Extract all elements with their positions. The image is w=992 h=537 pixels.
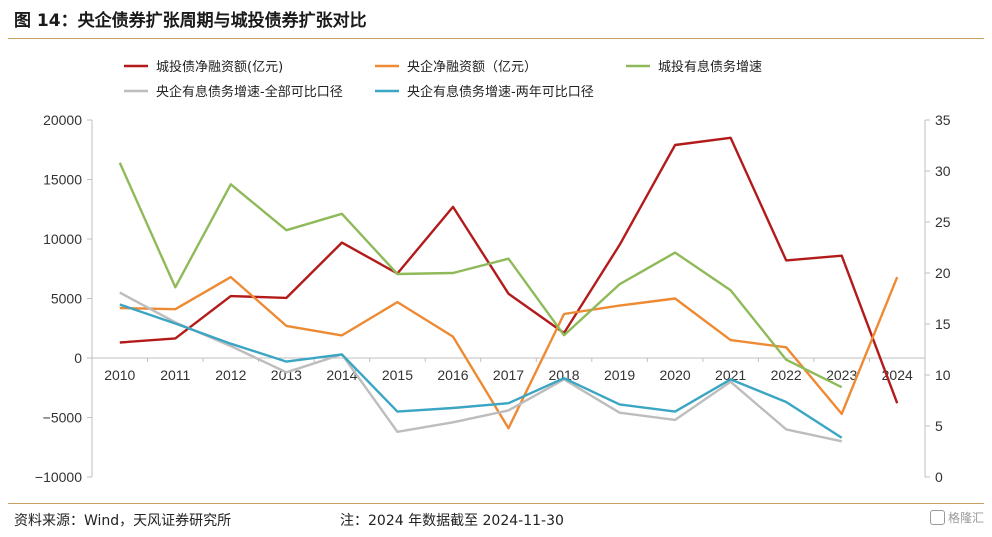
right-tick-label: 30: [935, 163, 951, 179]
title-divider: [8, 38, 984, 39]
series-line-2: [119, 275, 899, 430]
x-tick-label: 2012: [215, 367, 246, 383]
x-tick-label: 2010: [104, 367, 135, 383]
legend-label-2: 央企净融资额（亿元）: [407, 59, 537, 75]
watermark-logo-icon: [929, 510, 945, 525]
chart-area: 城投债净融资额(亿元) 央企净融资额（亿元） 城投有息债务增速央企有息债务增速-全部…: [35, 59, 951, 485]
left-tick-label: 15000: [43, 172, 82, 188]
series-line-5: [119, 303, 843, 439]
x-tick-label: 2011: [160, 367, 190, 383]
legend-label-4: 央企有息债务增速-全部可比口径: [156, 84, 343, 100]
series-line-1: [119, 136, 899, 404]
x-tick-label: 2023: [826, 367, 857, 383]
right-tick-label: 0: [935, 469, 943, 485]
left-tick-label: 5000: [51, 291, 82, 307]
right-tick-label: 25: [935, 214, 951, 230]
source-note: 资料来源：Wind，天风证券研究所: [14, 513, 232, 529]
legend-label-3: 城投有息债务增速: [658, 59, 762, 75]
left-tick-label: −10000: [35, 469, 82, 485]
right-tick-label: 15: [935, 316, 951, 332]
x-tick-label: 2014: [326, 367, 357, 383]
x-tick-label: 2015: [382, 367, 413, 383]
x-tick-label: 2020: [660, 367, 691, 383]
data-cutoff-note: 注：2024 年数据截至 2024-11-30: [340, 513, 564, 529]
x-tick-label: 2024: [882, 367, 913, 383]
right-tick-label: 20: [935, 265, 951, 281]
series-line-3: [118, 162, 843, 389]
x-tick-label: 2016: [437, 367, 468, 383]
x-tick-label: 2021: [715, 367, 746, 383]
left-tick-label: 0: [74, 350, 82, 366]
x-tick-label: 2019: [604, 367, 635, 383]
left-tick-label: 10000: [43, 231, 82, 247]
watermark: 格隆汇: [929, 509, 984, 526]
x-tick-label: 2017: [493, 367, 524, 383]
x-tick-label: 2018: [548, 367, 579, 383]
right-tick-label: 10: [935, 367, 951, 383]
chart-title: 图 14：央企债券扩张周期与城投债券扩张对比: [14, 11, 367, 31]
right-tick-label: 35: [935, 112, 951, 128]
footer-divider: [8, 503, 984, 504]
right-tick-label: 5: [935, 418, 943, 434]
series-line-4: [119, 291, 842, 443]
legend-label-1: 城投债净融资额(亿元): [156, 59, 283, 75]
watermark-text: 格隆汇: [947, 511, 984, 525]
plot-area: 20000150001000050000−5000−10000353025201…: [35, 112, 951, 485]
x-tick-label: 2022: [771, 367, 802, 383]
legend-label-5: 央企有息债务增速-两年可比口径: [407, 84, 594, 100]
left-tick-label: −5000: [43, 410, 83, 426]
legend: 城投债净融资额(亿元) 央企净融资额（亿元） 城投有息债务增速央企有息债务增速-全部…: [124, 59, 762, 100]
left-tick-label: 20000: [43, 112, 82, 128]
